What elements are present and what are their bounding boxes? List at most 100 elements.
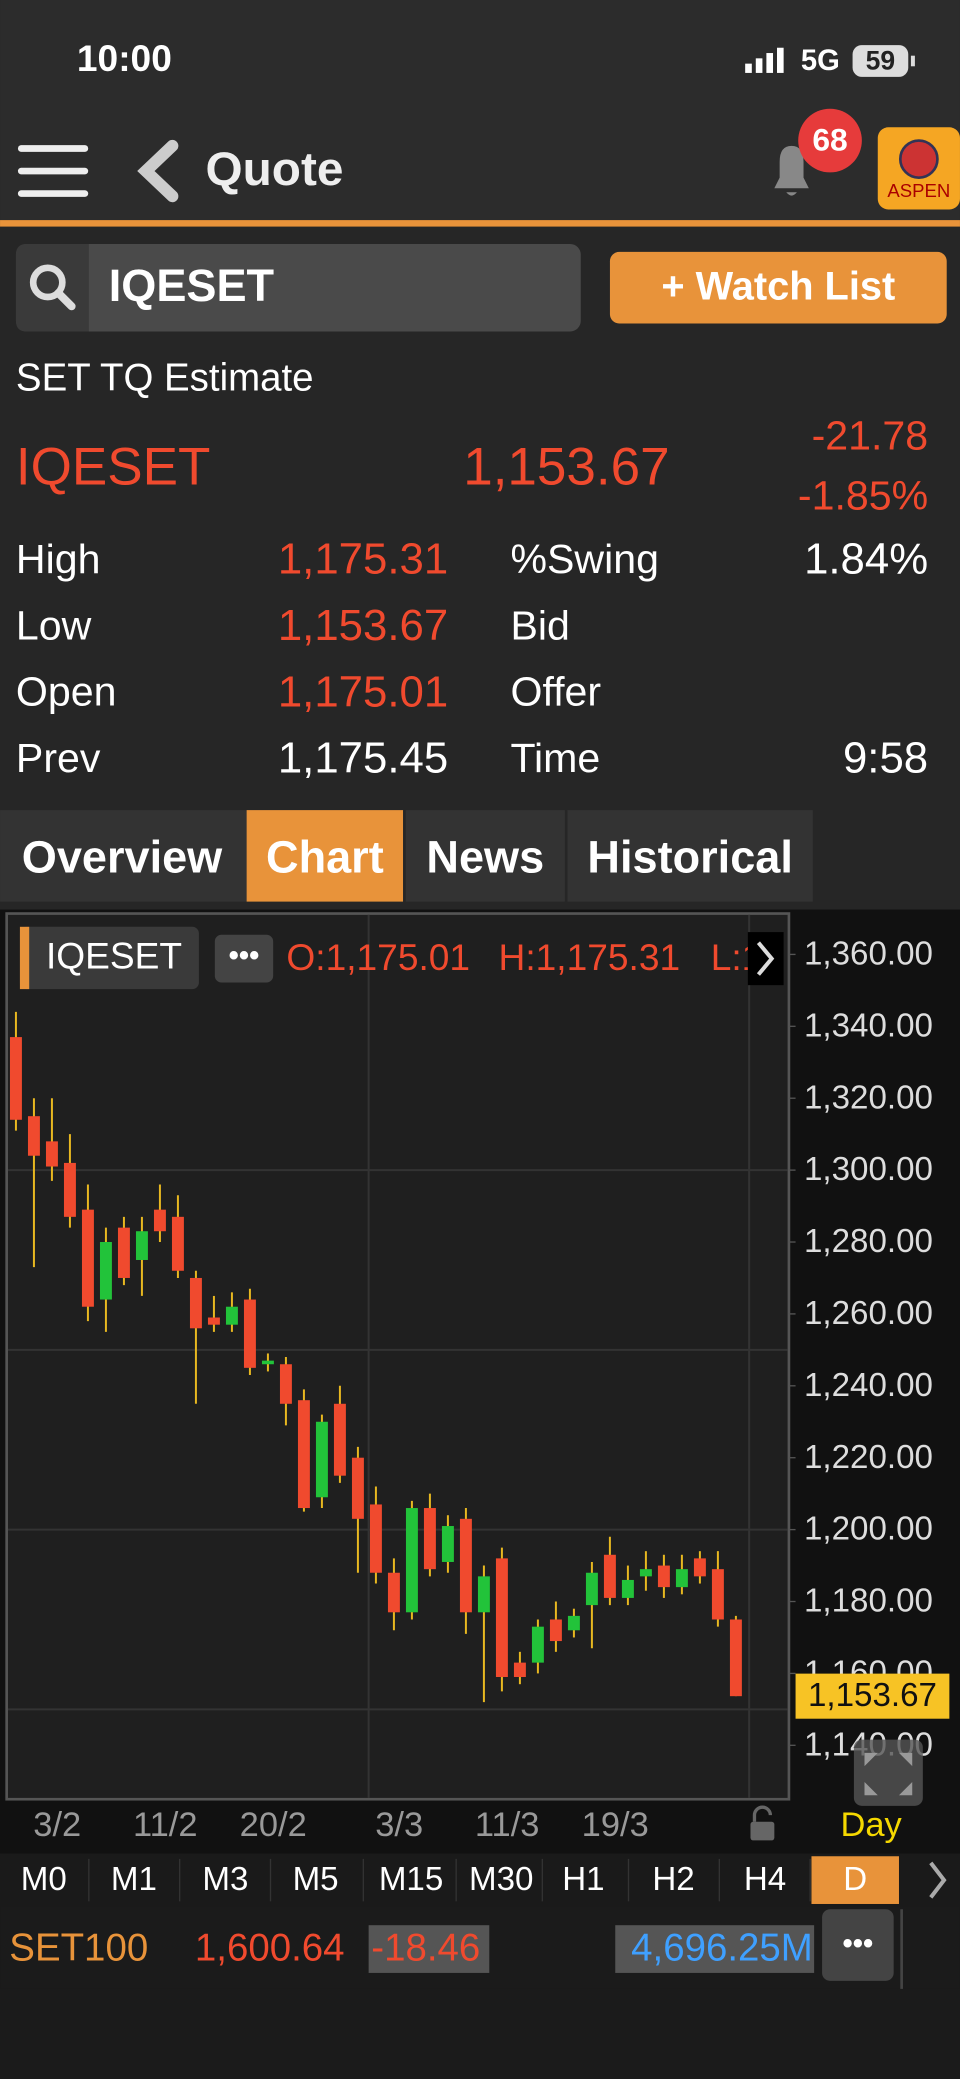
candle-body xyxy=(261,1360,274,1365)
menu-button[interactable] xyxy=(17,145,89,197)
ticker-more-dots: ••• xyxy=(843,1928,874,1960)
search-box[interactable] xyxy=(15,243,581,332)
quote-price: 1,153.67 xyxy=(463,438,669,497)
battery-icon xyxy=(852,45,909,77)
last-price-label: 1,153.67 xyxy=(808,1677,937,1714)
notification-count: 68 xyxy=(812,121,847,157)
candle-body xyxy=(513,1662,526,1678)
stat-label: %Swing xyxy=(510,536,658,582)
timeframe[interactable]: M1 xyxy=(111,1861,157,1898)
timeframe-active xyxy=(811,1856,899,1904)
tab[interactable]: News xyxy=(426,831,544,882)
watchlist-button[interactable] xyxy=(609,251,947,324)
tab[interactable]: Historical xyxy=(587,831,792,882)
tab[interactable]: Overview xyxy=(22,831,223,882)
period[interactable]: Day xyxy=(840,1806,902,1844)
legend-symbol[interactable]: IQESET xyxy=(46,934,182,976)
header-accent xyxy=(0,220,960,227)
timeframe[interactable]: M3 xyxy=(202,1861,248,1898)
network: 5G xyxy=(801,45,840,77)
timeframe-bar xyxy=(0,1853,960,1907)
stat-label: Bid xyxy=(510,602,569,648)
timeframes: M0 M1 M3 M5 M15 M30 H1 H2 H4 D xyxy=(21,1856,899,1904)
legend-accent xyxy=(19,926,30,990)
candle-body xyxy=(693,1558,706,1577)
candle-body xyxy=(297,1400,310,1509)
status-time: 10:00 xyxy=(77,37,172,79)
expand-icon xyxy=(864,1752,913,1796)
stat-value: 1,153.67 xyxy=(278,601,448,650)
timeframe[interactable]: M0 xyxy=(21,1861,67,1898)
candle-body xyxy=(567,1615,580,1631)
quote-change-pct: -1.85% xyxy=(798,472,928,518)
timeframe[interactable]: M5 xyxy=(293,1861,339,1898)
timeframe[interactable]: M30 xyxy=(469,1861,533,1898)
y-tick-label: 1,360.00 xyxy=(804,935,933,972)
tab[interactable]: Chart xyxy=(266,831,384,882)
y-tick-label: 1,320.00 xyxy=(804,1079,933,1116)
ticker-more[interactable] xyxy=(822,1909,894,1981)
stat-label: High xyxy=(16,536,101,582)
candle-body xyxy=(171,1216,184,1271)
legend-arrow-box[interactable] xyxy=(747,932,784,986)
battery-level: 59 xyxy=(866,45,895,75)
x-tick-label: 20/2 xyxy=(240,1806,307,1844)
stat-label: Open xyxy=(16,669,117,715)
timeframe[interactable]: H2 xyxy=(652,1861,694,1898)
back-button[interactable] xyxy=(137,139,179,203)
quote-symbol: IQESET xyxy=(16,438,210,497)
search-icon xyxy=(29,264,66,301)
lock-shackle xyxy=(752,1805,773,1822)
lock-icon[interactable] xyxy=(750,1821,775,1841)
candle-body xyxy=(315,1421,328,1498)
ohlc-high: H:1,175.31 xyxy=(499,936,681,978)
y-tick-label: 1,280.00 xyxy=(804,1223,933,1260)
candle-body xyxy=(531,1626,544,1663)
y-tick-label: 1,200.00 xyxy=(804,1511,933,1548)
quote-panel xyxy=(0,226,960,910)
signal-icon xyxy=(745,47,784,73)
candle-body xyxy=(387,1572,400,1613)
quote-name: SET TQ Estimate xyxy=(16,357,314,400)
timeframe-next[interactable] xyxy=(929,1861,947,1899)
candle-body xyxy=(351,1457,364,1519)
logo-globe xyxy=(898,139,939,179)
search-symbol[interactable]: IQESET xyxy=(109,260,275,311)
y-tick-label: 1,220.00 xyxy=(804,1439,933,1476)
timeframe[interactable]: H1 xyxy=(562,1861,604,1898)
quote-change: -21.78 xyxy=(812,413,929,459)
search-icon-handle xyxy=(54,289,76,311)
candle-body xyxy=(621,1579,634,1598)
legend-symbol-box[interactable] xyxy=(19,926,199,990)
timeframe[interactable]: H4 xyxy=(744,1861,786,1898)
bell-icon[interactable] xyxy=(774,145,809,196)
candle-body xyxy=(135,1231,148,1260)
candle-body xyxy=(549,1619,562,1642)
candle-body xyxy=(189,1277,202,1329)
stat-label: Offer xyxy=(510,669,601,715)
watchlist-label[interactable]: + Watch List xyxy=(661,265,895,309)
timeframe[interactable]: M15 xyxy=(379,1861,443,1898)
timeframe[interactable]: D xyxy=(843,1861,867,1898)
legend-more[interactable] xyxy=(214,934,274,983)
battery-tip xyxy=(910,55,915,67)
search-icon-box xyxy=(15,243,89,332)
plot-area xyxy=(5,912,791,1801)
stat-value: 9:58 xyxy=(843,734,928,783)
tab-active xyxy=(246,810,404,902)
ticker-symbol: SET100 xyxy=(9,1927,148,1970)
candle-body xyxy=(99,1242,112,1300)
x-tick-label: 11/3 xyxy=(475,1806,540,1844)
expand-button[interactable] xyxy=(853,1739,923,1806)
x-tick-label: 3/2 xyxy=(33,1806,81,1844)
ohlc-low: L:1 xyxy=(711,936,763,978)
tabs: Overview Chart News Historical xyxy=(22,810,793,902)
legend-arrow xyxy=(756,941,775,976)
candle-body xyxy=(9,1037,22,1120)
ticker-volume: 4,696.25M xyxy=(631,1927,813,1970)
stat-value: 1,175.31 xyxy=(278,535,448,584)
candle-body xyxy=(117,1227,130,1278)
x-tick-label: 3/3 xyxy=(375,1806,423,1844)
